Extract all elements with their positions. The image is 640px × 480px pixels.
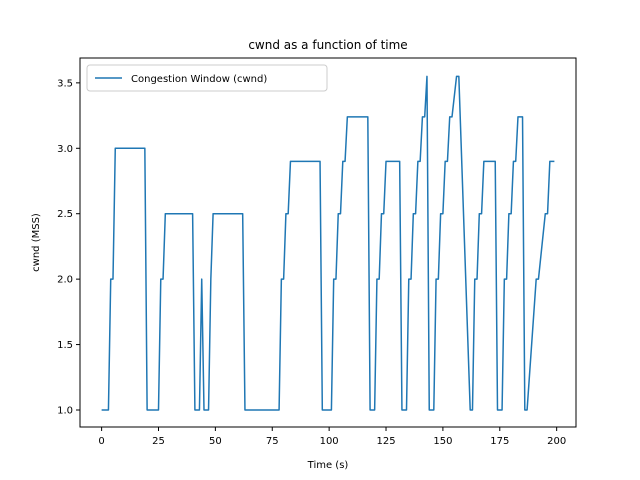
x-tick-label: 0 <box>98 436 104 447</box>
x-axis-title: Time (s) <box>307 460 349 471</box>
y-axis-title: cwnd (MSS) <box>31 213 42 272</box>
x-axis: 0 25 50 75 100 125 150 175 200 <box>98 427 566 447</box>
x-tick-label: 150 <box>433 436 452 447</box>
x-tick-label: 175 <box>490 436 509 447</box>
x-tick-label: 100 <box>320 436 339 447</box>
y-tick-label: 1.5 <box>57 340 73 351</box>
series-layer <box>101 75 555 411</box>
x-tick-label: 75 <box>266 436 279 447</box>
legend: Congestion Window (cwnd) <box>86 64 328 92</box>
y-tick-label: 2.5 <box>57 209 73 220</box>
series-line-0 <box>101 75 555 411</box>
x-tick-label: 50 <box>209 436 222 447</box>
x-tick-label: 25 <box>152 436 165 447</box>
y-tick-label: 1.0 <box>57 405 73 416</box>
plot-frame <box>79 57 577 428</box>
y-tick-label: 3.0 <box>57 144 73 155</box>
x-tick-label: 125 <box>376 436 395 447</box>
chart-title: cwnd as a function of time <box>248 38 407 52</box>
legend-label: Congestion Window (cwnd) <box>131 74 267 85</box>
y-tick-label: 2.0 <box>57 275 73 286</box>
y-axis: 1.0 1.5 2.0 2.5 3.0 3.5 <box>57 78 80 416</box>
y-tick-label: 3.5 <box>57 78 73 89</box>
legend-box <box>86 64 328 92</box>
x-tick-label: 200 <box>547 436 566 447</box>
